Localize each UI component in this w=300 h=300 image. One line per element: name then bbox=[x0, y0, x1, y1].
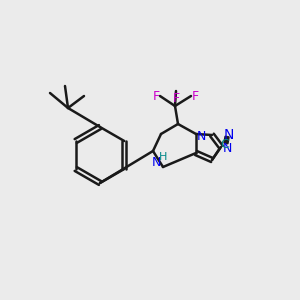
Text: N: N bbox=[196, 130, 206, 143]
Text: N: N bbox=[222, 142, 232, 154]
Text: N: N bbox=[151, 157, 161, 169]
Text: C: C bbox=[220, 139, 230, 152]
Text: N: N bbox=[224, 128, 234, 142]
Text: H: H bbox=[159, 152, 167, 162]
Text: F: F bbox=[172, 92, 180, 104]
Text: F: F bbox=[152, 89, 160, 103]
Text: F: F bbox=[191, 89, 199, 103]
